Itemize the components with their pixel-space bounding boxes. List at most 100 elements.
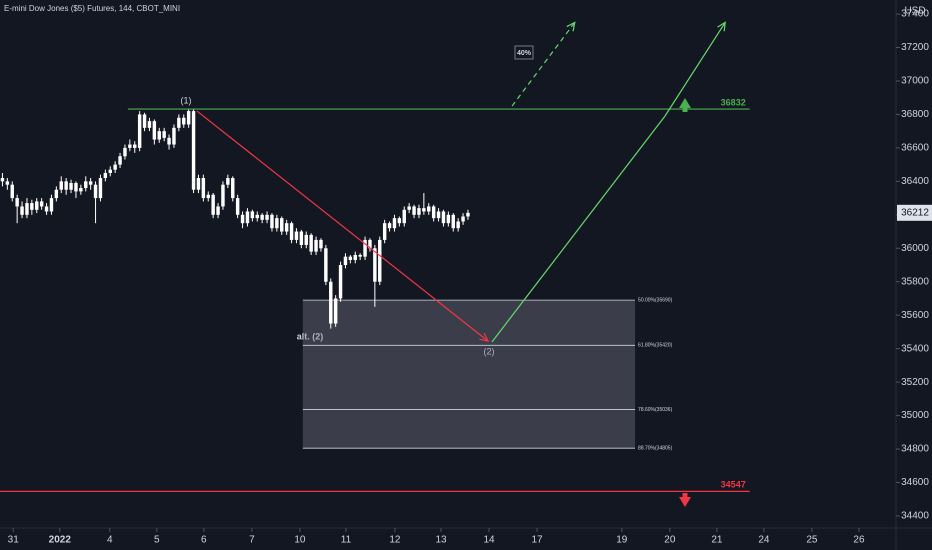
candle-body [402, 209, 406, 224]
up-arrow-icon [679, 98, 691, 112]
price-tag [897, 204, 932, 221]
x-tick-label: 24 [758, 535, 770, 546]
candle-body [358, 254, 362, 257]
candle-body [123, 147, 127, 157]
x-tick-label: 19 [616, 535, 628, 546]
fib-label: 50.00%(35690) [638, 297, 673, 303]
fib-label: 61.80%(35420) [638, 343, 673, 349]
candle-body [275, 218, 279, 229]
candle-body [329, 281, 333, 324]
candle-body [152, 121, 157, 140]
candle-body [79, 188, 83, 192]
candle-body [25, 203, 29, 215]
projection-line [196, 110, 489, 342]
y-tick-label: 36800 [901, 109, 929, 120]
candle-body [172, 127, 176, 145]
candle-body [196, 178, 201, 190]
x-tick-label: 2022 [49, 535, 72, 546]
x-tick-label: 21 [711, 535, 723, 546]
candle-body [299, 231, 304, 245]
chart-title: E-mini Dow Jones ($5) Futures, 144, CBOT… [4, 4, 180, 13]
y-tick-label: 35000 [901, 410, 929, 421]
candle-body [461, 216, 465, 222]
candle-body [64, 181, 68, 190]
candle-body [186, 111, 191, 125]
y-tick-label: 35800 [901, 276, 929, 287]
candle-body [441, 211, 446, 224]
candle-body [162, 131, 166, 138]
candle-body [431, 206, 436, 219]
candle-body [167, 137, 171, 145]
fib-label: 78.60%(35036) [638, 407, 673, 413]
y-tick-label: 37200 [901, 42, 929, 53]
candle-body [368, 239, 372, 249]
candle-body [113, 164, 117, 170]
candle-body [343, 256, 348, 266]
candle-body [211, 194, 215, 215]
candle-body [294, 231, 299, 240]
x-tick-label: 26 [853, 535, 865, 546]
candle-body [446, 214, 451, 224]
y-tick-label: 36400 [901, 176, 929, 187]
candle-body [373, 248, 377, 282]
x-tick-label: 20 [664, 535, 676, 546]
candle-body [382, 223, 387, 240]
y-tick-label: 36600 [901, 143, 929, 154]
candle-body [5, 181, 10, 185]
y-tick-label: 34800 [901, 444, 929, 455]
candle-body [15, 198, 19, 207]
price-level-label: 36832 [721, 97, 746, 107]
candle-body [30, 203, 34, 210]
candle-body [240, 214, 245, 224]
candle-body [333, 298, 338, 324]
percent-label: 40% [517, 50, 532, 57]
candle-body [177, 117, 181, 128]
candle-body [84, 181, 88, 189]
x-tick-label: 10 [294, 535, 306, 546]
candle-body [88, 181, 93, 185]
candle-body [201, 178, 206, 199]
candle-body [44, 206, 49, 212]
candle-body [108, 169, 112, 173]
wave-label: (2) [484, 346, 495, 356]
candle-body [284, 223, 289, 232]
candle-body [353, 254, 357, 260]
candle-body [250, 211, 255, 219]
candle-body [10, 184, 14, 199]
candle-body [103, 172, 108, 179]
candle-body [142, 114, 147, 128]
candle-body [378, 239, 382, 282]
x-tick-label: 31 [8, 535, 20, 546]
candle-body [206, 194, 210, 199]
x-tick-label: 6 [201, 535, 207, 546]
arrow-head [479, 332, 490, 342]
candle-body [407, 206, 411, 210]
candle-body [422, 208, 426, 212]
candle-body [39, 201, 44, 207]
candle-body [319, 239, 323, 249]
x-tick-label: 11 [341, 535, 352, 546]
candle-body [128, 144, 132, 148]
x-tick-label: 25 [806, 535, 818, 546]
x-tick-label: 17 [531, 535, 543, 546]
arrow-head [566, 21, 576, 32]
candle-body [157, 131, 161, 140]
candle-body [314, 239, 318, 252]
candle-body [436, 211, 441, 219]
candle-body [74, 183, 78, 192]
candle-body [427, 206, 431, 212]
candle-body [260, 214, 264, 220]
candle-body [397, 218, 402, 224]
price-level-label: 34547 [721, 480, 746, 490]
candle-body [118, 156, 122, 165]
candle-body [221, 184, 225, 207]
down-arrow-icon [679, 493, 691, 507]
candle-body [98, 178, 103, 199]
candle-body [245, 211, 250, 224]
x-tick-label: 7 [249, 535, 255, 546]
candle-body [0, 178, 5, 182]
candle-body [392, 218, 397, 229]
candle-body [451, 214, 455, 229]
wave-label: alt. (2) [297, 331, 324, 341]
